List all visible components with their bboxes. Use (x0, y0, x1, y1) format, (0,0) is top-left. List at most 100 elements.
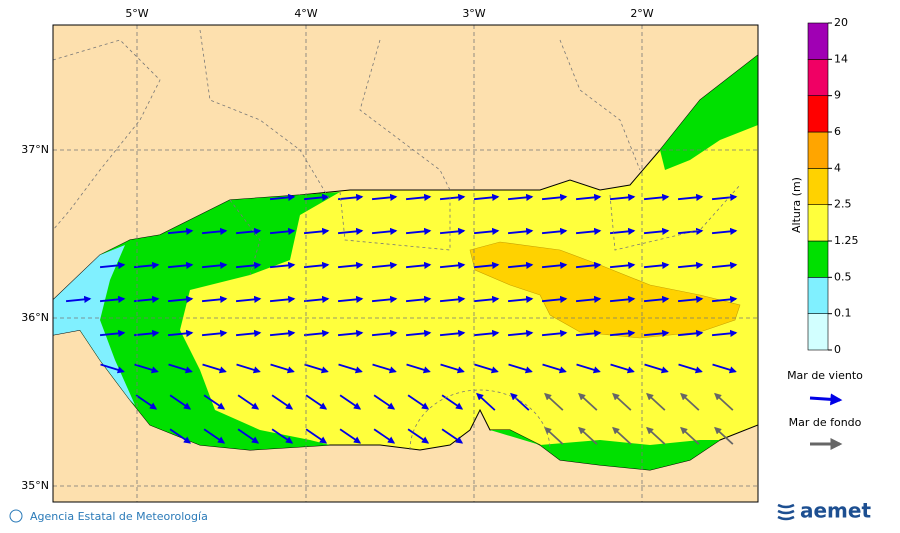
wave-arrow (373, 394, 396, 410)
wave-arrow (269, 295, 296, 303)
wave-arrow (644, 363, 669, 374)
wave-arrow (474, 363, 499, 374)
colorbar-label: 4 (834, 161, 841, 174)
wave-arrow (578, 426, 598, 445)
wave-arrow (510, 392, 530, 411)
wave-arrow (203, 428, 226, 444)
wave-arrow (169, 428, 192, 444)
wave-arrow (441, 428, 464, 444)
wave-arrow (508, 363, 533, 374)
wave-arrow (405, 295, 432, 303)
wave-arrow (133, 295, 160, 303)
lon-label: 2°W (630, 7, 653, 20)
wave-arrow (303, 261, 330, 269)
wave-arrow (714, 426, 734, 445)
colorbar-label: 14 (834, 52, 848, 65)
wave-arrow (167, 329, 194, 337)
colorbar-label: 9 (834, 89, 841, 102)
legend-title: Altura (m) (790, 177, 803, 233)
wave-arrow (373, 428, 396, 444)
wave-arrow (609, 193, 636, 201)
lat-label: 36°N (21, 311, 49, 324)
wave-arrow (167, 261, 194, 269)
wind-sea-arrow (809, 393, 843, 406)
wave-arrow (440, 363, 465, 374)
logo: aemet (800, 499, 871, 523)
sea-cyan (53, 245, 135, 405)
wave-arrow (405, 193, 432, 201)
wave-arrow (473, 261, 500, 269)
wave-arrow (338, 363, 363, 374)
wave-arrow (541, 193, 568, 201)
colorbar-label: 2.5 (834, 198, 852, 211)
wave-arrow (99, 261, 126, 269)
wave-arrow (236, 363, 261, 374)
lat-label: 37°N (21, 143, 49, 156)
wave-arrow (711, 295, 738, 303)
wave-arrow (643, 329, 670, 337)
wave-arrow (711, 227, 738, 235)
wave-arrow (541, 261, 568, 269)
swell-label: Mar de fondo (789, 416, 862, 429)
wave-arrow (201, 329, 228, 337)
wave-arrow (473, 329, 500, 337)
wave-arrow (578, 392, 598, 411)
zone-circle (409, 389, 551, 451)
wave-arrow (575, 261, 602, 269)
wave-arrow (711, 193, 738, 201)
wind-arrows (65, 193, 738, 445)
wave-arrow (609, 329, 636, 337)
wave-arrow (405, 329, 432, 337)
colorbar-segment (807, 22, 829, 60)
colorbar: 0 0.1 0.5 1.25 2.5 4 6 9 14 20 (807, 16, 859, 356)
wave-arrow (643, 295, 670, 303)
map-frame (52, 24, 759, 503)
wave-arrow (643, 193, 670, 201)
wave-arrow (337, 295, 364, 303)
wave-arrow (269, 329, 296, 337)
wave-arrow (575, 193, 602, 201)
wave-arrow (371, 329, 398, 337)
sea-green-west (80, 192, 340, 450)
boundary (53, 29, 741, 276)
wave-arrow (646, 392, 666, 411)
wave-arrow (133, 261, 160, 269)
wave-arrow (646, 426, 666, 445)
wave-arrow (473, 193, 500, 201)
wave-arrow (237, 394, 260, 410)
wave-arrow (714, 392, 734, 411)
copyright-icon (9, 509, 23, 523)
wave-arrow (269, 193, 296, 201)
wave-arrow (610, 363, 635, 374)
wave-arrow (575, 295, 602, 303)
colorbar-label: 0.1 (834, 307, 852, 320)
wave-arrow (677, 329, 704, 337)
wave-arrow (541, 295, 568, 303)
lon-label: 4°W (294, 7, 317, 20)
colorbar-segment (807, 204, 829, 242)
wave-arrow (168, 363, 193, 374)
wave-arrow (507, 329, 534, 337)
lat-label: 35°N (21, 479, 49, 492)
wave-arrow (339, 428, 362, 444)
wave-arrow (405, 261, 432, 269)
wave-arrow (541, 227, 568, 235)
wave-arrow (305, 394, 328, 410)
wave-arrow (337, 227, 364, 235)
wave-arrow (201, 261, 228, 269)
colorbar-label: 20 (834, 16, 848, 29)
wave-arrow (201, 227, 228, 235)
wave-arrow (407, 428, 430, 444)
wave-arrow (439, 193, 466, 201)
wave-arrow (337, 261, 364, 269)
lat-lon-grid (53, 25, 758, 502)
wave-arrow (337, 329, 364, 337)
lon-label: 3°W (462, 7, 485, 20)
sea-green-south (490, 430, 720, 470)
wave-arrow (612, 426, 632, 445)
colorbar-segment (807, 59, 829, 96)
wave-arrow (167, 295, 194, 303)
sea-orange (469, 241, 741, 339)
wave-arrow (167, 227, 194, 235)
